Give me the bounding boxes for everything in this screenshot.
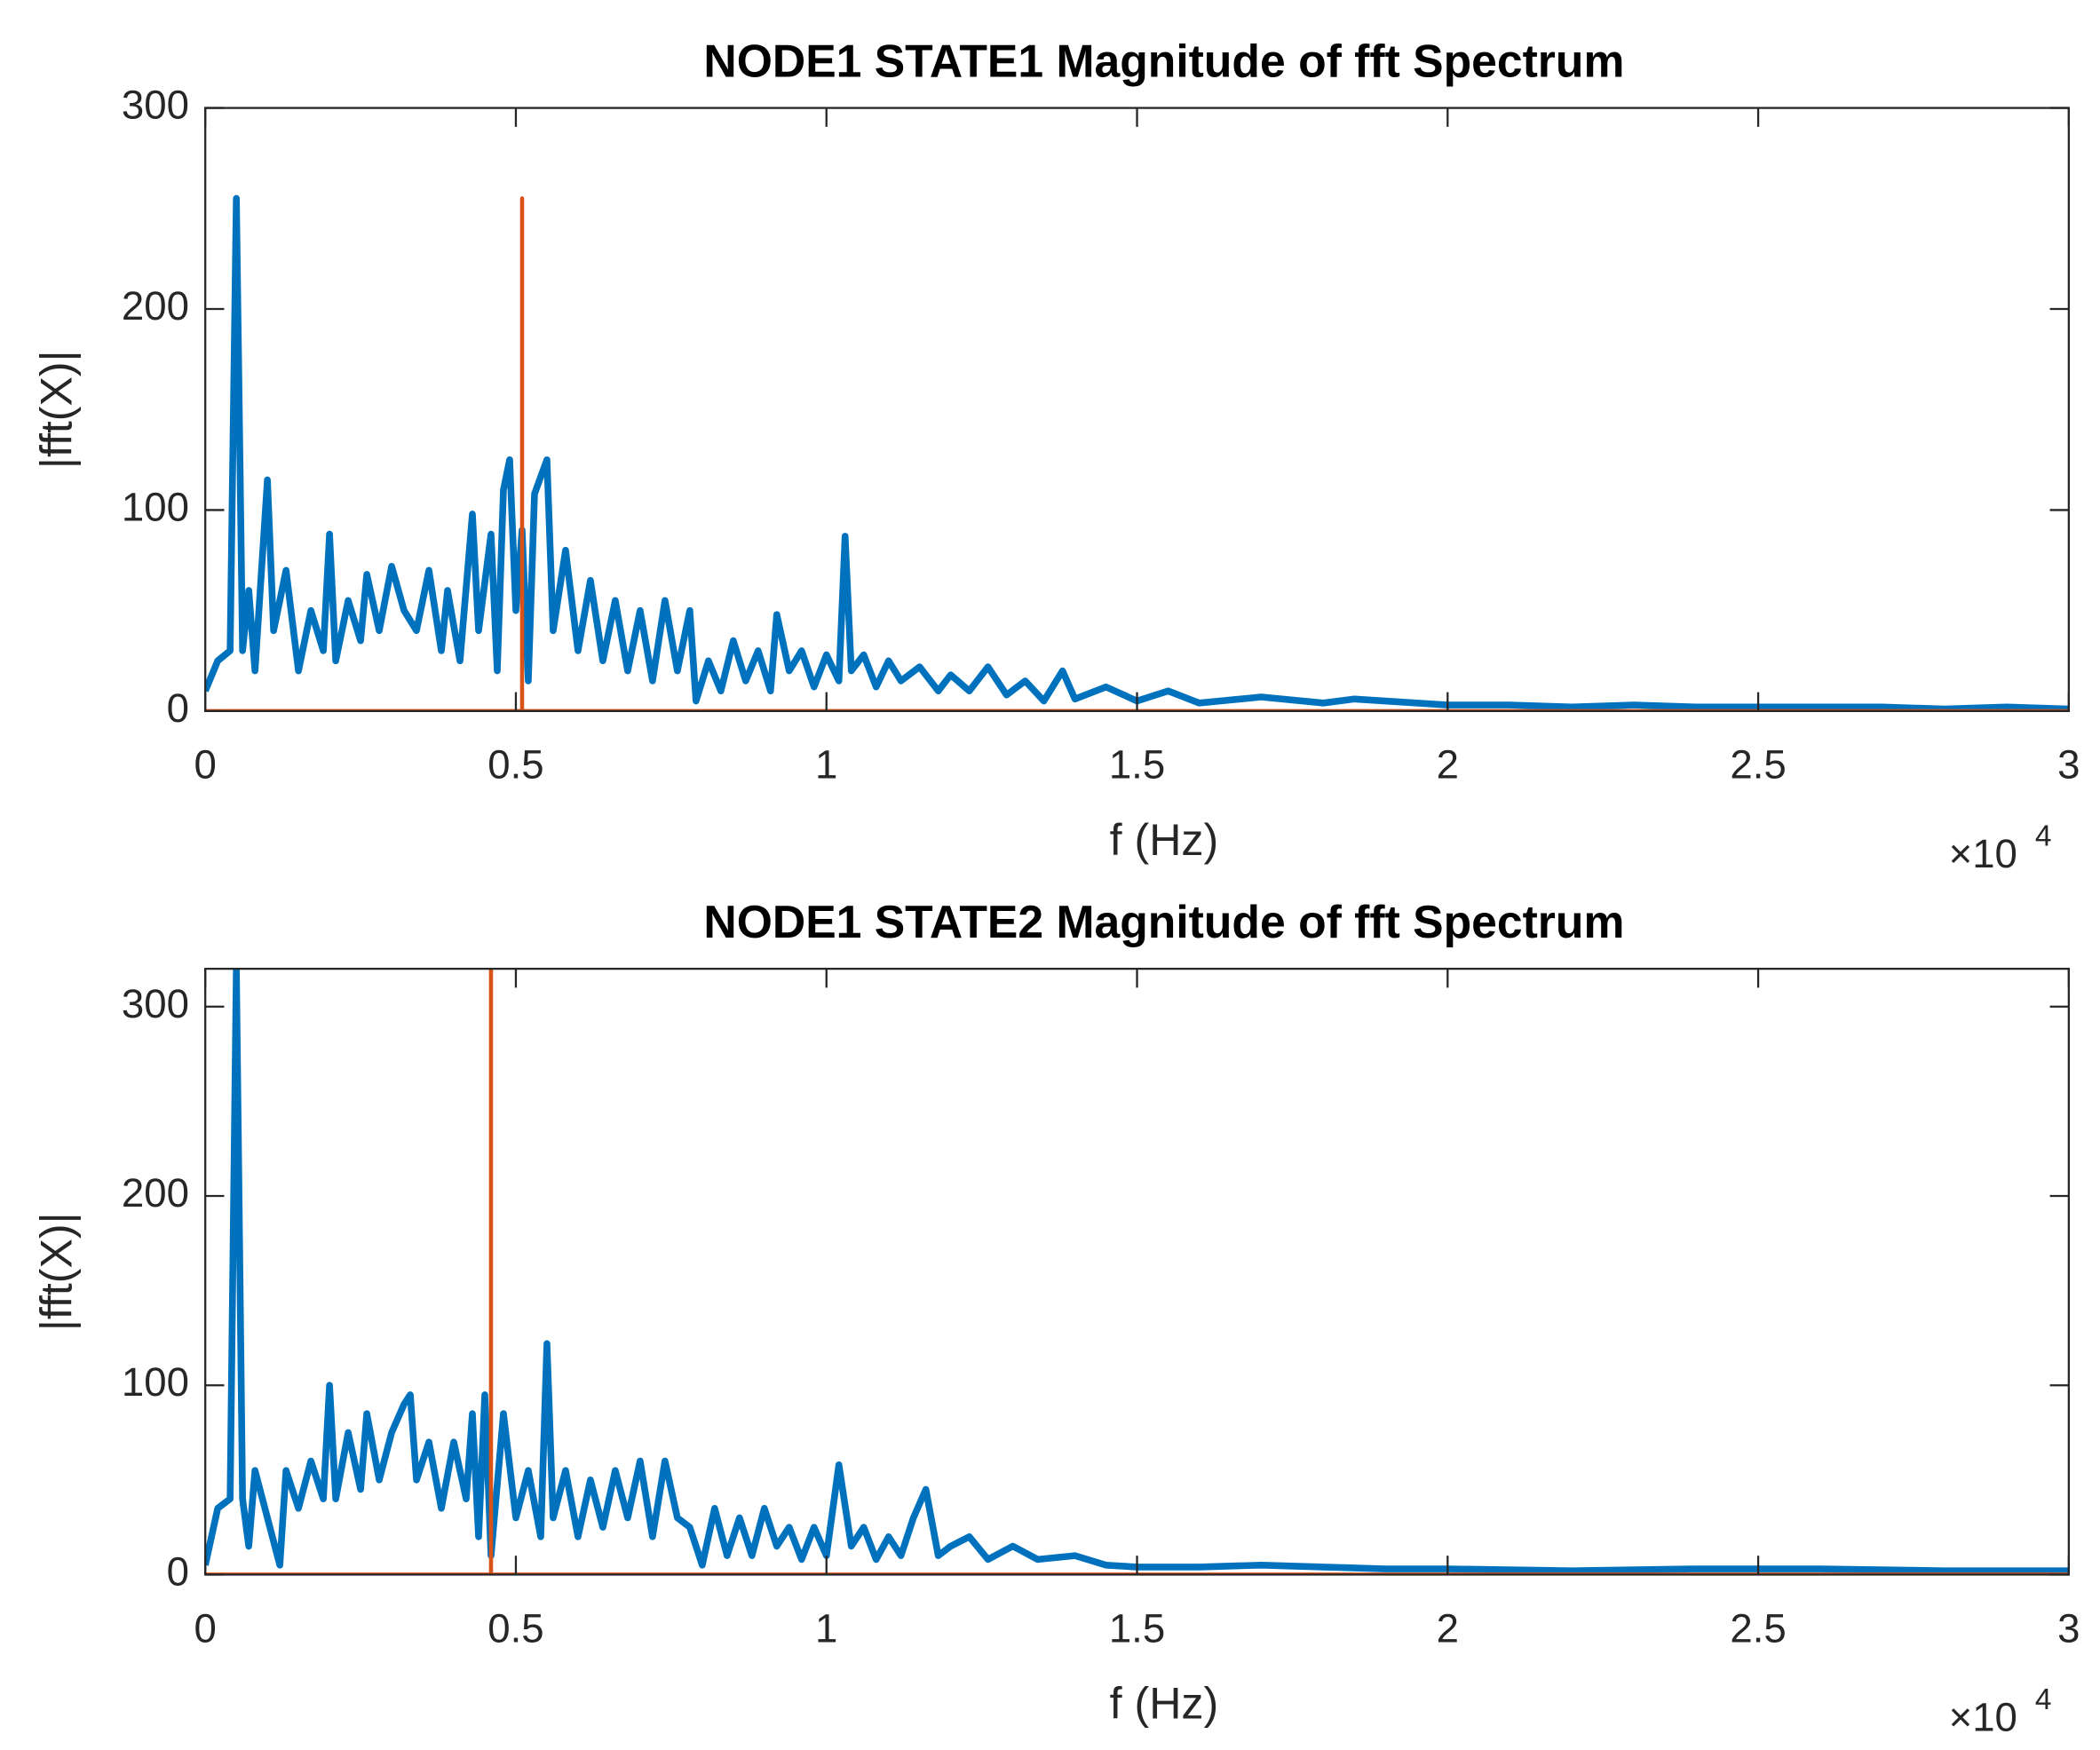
chart: 0 0.5 1 1.5 2 2.5 3 0 100 200 300 NODE1 STATE1 Magn…: [31, 36, 2080, 876]
x-tick-label: 2: [1437, 742, 1459, 788]
chart: 0 0.5 1 1.5 2 2.5 3 0 100 200 300 NODE1 STATE2 Magn…: [31, 896, 2080, 1739]
x-tick-label: 2.5: [1730, 1605, 1786, 1651]
x-exponent: 4: [2035, 820, 2052, 853]
x-multiplier: ×10: [1949, 831, 2017, 876]
chart-title: NODE1 STATE1 Magnitude of fft Spectrum: [703, 36, 1624, 87]
x-tick-label: 1: [815, 1605, 837, 1651]
x-tick-label: 1.5: [1109, 1605, 1165, 1651]
y-tick-label: 300: [122, 83, 189, 128]
y-tick-label: 0: [167, 1548, 189, 1594]
y-axis-label: |fft(X)|: [31, 350, 81, 469]
series-line: [205, 194, 2069, 711]
x-tick-label: 3: [2057, 742, 2080, 788]
x-axis-label: f (Hz): [1110, 1679, 1219, 1729]
y-tick-label: 300: [122, 981, 189, 1026]
x-tick-label: 3: [2057, 1605, 2080, 1651]
x-tick-label: 0: [194, 742, 217, 788]
y-tick-label: 100: [122, 484, 189, 529]
y-tick-label: 200: [122, 283, 189, 329]
series-line: [205, 196, 2069, 711]
x-tick-label: 0.5: [487, 742, 543, 788]
x-tick-label: 2.5: [1730, 742, 1786, 788]
plot-area: [205, 107, 2069, 711]
x-axis-label: f (Hz): [1110, 815, 1219, 865]
chart-title: NODE1 STATE2 Magnitude of fft Spectrum: [703, 896, 1624, 947]
y-tick-label: 200: [122, 1170, 189, 1215]
y-tick-label: 0: [167, 685, 189, 731]
x-multiplier: ×10: [1949, 1695, 2017, 1740]
series-line: [205, 969, 2069, 1574]
x-tick-label: 0.5: [487, 1605, 543, 1651]
x-tick-label: 2: [1437, 1605, 1459, 1651]
y-axis-label: |fft(X)|: [31, 1212, 81, 1331]
x-tick-label: 1.5: [1109, 742, 1165, 788]
plot-area: [205, 969, 2069, 1575]
x-tick-label: 0: [194, 1605, 217, 1651]
x-tick-label: 1: [815, 742, 837, 788]
x-exponent: 4: [2035, 1683, 2052, 1716]
y-tick-label: 100: [122, 1359, 189, 1405]
